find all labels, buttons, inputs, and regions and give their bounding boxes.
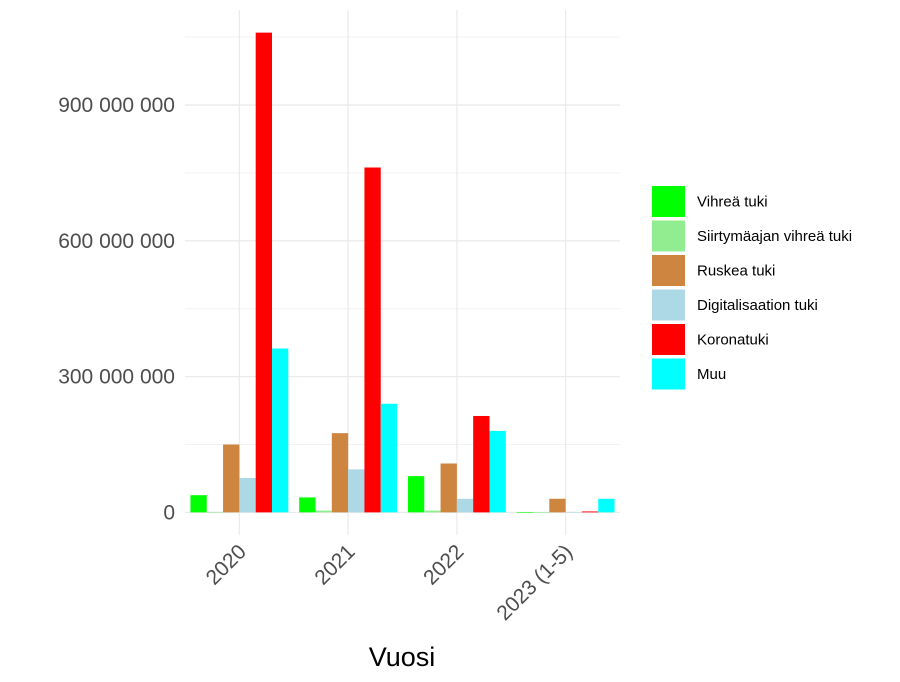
bar [456,498,474,513]
legend-label: Ruskea tuki [697,263,775,280]
bar [489,430,506,513]
legend-label: Digitalisaation tuki [697,297,818,314]
bar [598,498,615,513]
x-axis-title: Vuosi [369,642,436,672]
bar [533,512,550,513]
x-tick-label: 2021 [310,540,359,589]
bar [299,497,316,513]
legend-key [652,358,685,390]
bar [581,511,599,513]
bar [440,463,457,513]
bar [348,469,365,513]
x-tick-label: 2022 [419,540,468,589]
y-tick-label: 900 000 000 [58,94,175,117]
legend-label: Vihreä tuki [697,194,768,211]
bar [380,403,398,513]
x-tick-label: 2023 (1-5) [492,540,577,625]
y-tick-label: 600 000 000 [58,230,175,253]
legend-label: Siirtymäajan vihreä tuki [697,228,852,245]
bar [473,415,490,513]
legend-key [652,324,685,355]
bar [407,476,425,513]
legend-key [652,289,685,321]
bar [190,495,207,513]
legend-key [652,255,685,286]
bars [190,32,615,513]
legend: Vihreä tuki Siirtymäajan vihreä tuki Ruske… [652,186,852,390]
bar [424,510,441,513]
bar [272,348,289,513]
bar [549,498,566,513]
bar [223,444,240,513]
bar [331,433,349,513]
bar [315,510,332,513]
legend-key [652,220,685,252]
bar [239,477,256,513]
legend-key [652,186,685,217]
y-axis-tick-labels: 0 300 000 000 600 000 000 900 000 000 [58,94,175,524]
bar [565,511,582,513]
y-tick-label: 0 [163,501,175,524]
bar [255,32,272,513]
bar [364,167,381,513]
x-axis-tick-labels: 2020 2021 2022 2023 (1-5) [202,540,578,625]
major-gridlines [185,10,620,535]
x-tick-label: 2020 [202,540,251,589]
bar [516,512,533,513]
y-tick-label: 300 000 000 [58,366,175,389]
legend-label: Muu [697,366,726,383]
bar [206,511,224,513]
legend-label: Koronatuki [697,332,769,349]
